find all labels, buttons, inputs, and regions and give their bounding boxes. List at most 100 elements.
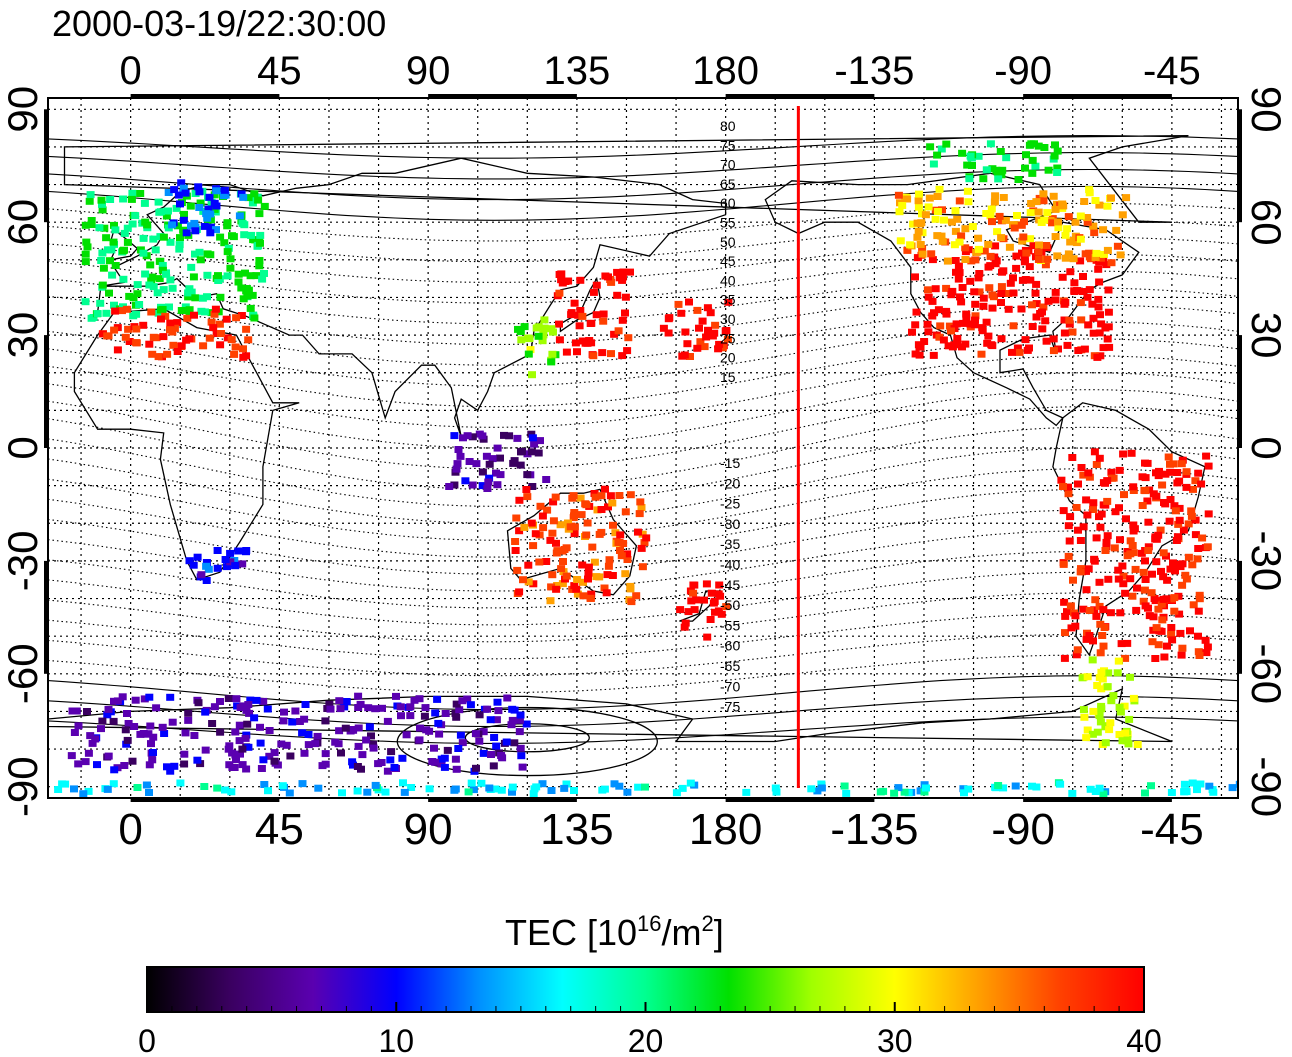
tec-cell [496,471,505,479]
tec-cell [1060,300,1069,308]
tec-cell [237,312,246,319]
tec-cell [301,701,310,708]
tec-cell [959,785,968,793]
tec-cell [985,284,994,292]
tec-cell [1028,301,1036,309]
tec-cell [929,160,938,168]
tec-cell [1079,706,1088,714]
tec-cell [234,547,243,555]
contour-label: 20 [720,350,736,366]
tec-cell [173,348,182,355]
latitude-label-left: -30 [0,531,46,592]
tec-cell [590,490,599,497]
tec-cell [536,502,545,510]
tec-cell [1005,243,1014,251]
tec-cell [248,291,257,299]
tec-cell [916,343,925,351]
tec-cell [974,274,983,282]
tec-cell [168,718,177,726]
tec-cell [100,224,109,232]
tec-cell [228,763,237,771]
tec-cell [876,788,885,796]
contour-label: -25 [720,496,740,512]
tec-cell [974,152,983,160]
frame-bar-bottom [130,797,280,802]
tec-cell [1041,317,1050,325]
tec-cell [1054,224,1063,232]
tec-cell [607,278,616,286]
tec-cell [515,728,524,736]
tec-cell [250,190,259,198]
tec-cell [566,523,575,531]
tec-cell [1173,469,1182,476]
tec-cell [1085,473,1094,481]
contour-label: 15 [720,369,736,385]
tec-cell [552,585,561,593]
tec-cell [1012,264,1021,272]
tec-cell [967,257,976,265]
tec-cell [1116,251,1125,259]
tec-cell [1088,730,1097,738]
tec-cell [1049,347,1058,355]
tec-cell [180,750,189,758]
tec-cell [1118,562,1127,570]
tec-cell [1171,507,1180,515]
tec-cell [542,558,551,565]
tec-cell [1018,249,1026,257]
tec-cell [966,320,975,328]
tec-cell [201,746,210,754]
tec-cell [451,755,460,763]
tec-cell [681,328,690,336]
tec-cell [1076,568,1085,576]
tec-cell [1029,242,1038,250]
tec-cell [1177,460,1186,468]
tec-cell [1102,261,1111,269]
tec-cell [623,550,632,558]
tec-cell [1064,213,1073,221]
tec-cell [621,309,629,317]
tec-cell [1163,576,1172,584]
tec-cell [136,730,145,738]
tec-cell [484,478,493,486]
tec-cell [122,740,131,748]
tec-cell [106,257,114,265]
tec-cell [510,739,519,747]
tec-cell [383,717,392,725]
tec-cell [1099,344,1108,352]
tec-cell [252,696,261,704]
contour-label: -70 [720,678,740,694]
tec-cell [570,582,579,590]
tec-cell [1121,589,1130,597]
tec-cell [176,200,184,208]
tec-cell [240,231,249,239]
latitude-label-right: -60 [1243,643,1290,704]
latitude-label-left: 0 [0,436,46,459]
longitude-label-bottom: 135 [540,805,613,854]
tec-cell [478,482,487,490]
tec-cell [1026,235,1035,243]
tec-cell [524,350,533,358]
tec-cell [937,232,946,240]
tec-cell [458,739,467,747]
tec-cell [1086,785,1095,793]
tec-cell [689,589,698,597]
tec-cell [1191,531,1200,539]
tec-cell [354,704,363,711]
contour-label: -50 [720,597,740,613]
tec-cell [1011,782,1020,790]
tec-cell [1127,449,1136,457]
tec-cell [1063,225,1072,233]
tec-cell [189,561,198,569]
tec-cell [1097,320,1106,328]
tec-cell [986,140,995,148]
tec-cell [1097,705,1106,713]
tec-cell [977,350,986,358]
frame-bar-left [44,335,49,448]
tec-cell [143,221,152,229]
tec-cell [963,161,972,169]
tec-cell [693,306,702,314]
tec-cell [1032,280,1041,288]
frame-bar-left [44,560,49,674]
tec-cell [1089,637,1097,645]
tec-cell [1026,209,1035,217]
